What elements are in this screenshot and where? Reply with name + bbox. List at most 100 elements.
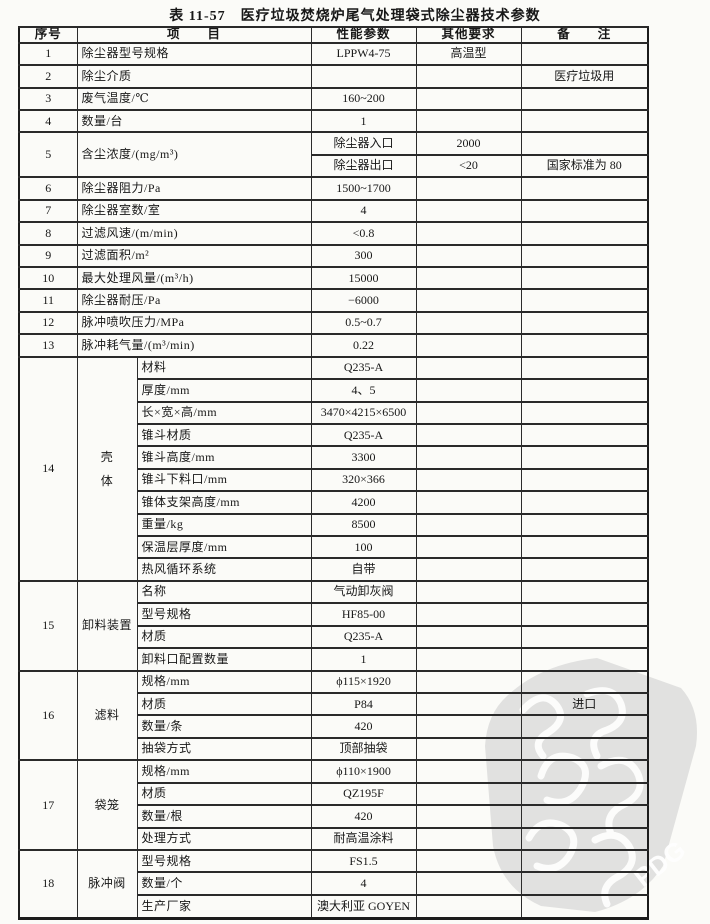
cell-requirement (415, 691, 522, 717)
cell-parameter: 160~200 (310, 86, 417, 112)
cell-note (520, 624, 649, 650)
cell-note (520, 512, 649, 538)
cell-parameter: Q235-A (310, 422, 417, 448)
cell-item: 含尘浓度/(mg/m³) (76, 131, 312, 179)
cell-note (520, 176, 649, 201)
cell-requirement (415, 221, 522, 246)
cell-note (520, 804, 649, 829)
cell-parameter: 自带 (310, 557, 417, 582)
table-row: 18 脉冲阀 型号规格 FS1.5 (18, 848, 649, 920)
cell-group: 滤料 (76, 669, 138, 762)
table-row: 17 袋笼 规格/mm ϕ110×1900 (18, 759, 649, 851)
cell-parameter: 除尘器入口 (310, 131, 417, 156)
cell-subitem: 数量/条 (136, 714, 312, 739)
cell-requirement (415, 422, 522, 448)
table-row: 数量/个 4 (19, 871, 649, 896)
cell-requirement (415, 848, 522, 874)
cell-serial: 4 (18, 108, 78, 134)
cell-parameter: 4200 (310, 490, 417, 515)
cell-requirement (415, 759, 522, 784)
cell-note (520, 86, 649, 112)
cell-note (520, 198, 649, 224)
cell-subitem: 规格/mm (136, 759, 312, 784)
cell-parameter: −6000 (310, 288, 417, 313)
table-row: 锥体支架高度/mm 4200 (19, 490, 649, 515)
table-row: 10 最大处理风量/(m³/h) 15000 (18, 265, 649, 291)
table-row: 13 脉冲耗气量/(m³/min) 0.22 (18, 333, 649, 358)
cell-parameter: P84 (310, 691, 417, 717)
cell-parameter: 8500 (310, 512, 417, 538)
table-row: 2 除尘介质 医疗垃圾用 (18, 64, 649, 89)
cell-serial: 5 (18, 131, 78, 179)
cell-note (520, 848, 649, 874)
cell-item: 废气温度/℃ (76, 86, 312, 112)
cell-requirement (415, 781, 522, 807)
cell-note (520, 602, 649, 627)
table-row: 6 除尘器阻力/Pa 1500~1700 (18, 176, 649, 201)
cell-requirement: 2000 (415, 131, 522, 156)
cell-parameter: 15000 (310, 265, 417, 291)
cell-note (520, 736, 649, 762)
col-header-note: 备 注 (520, 26, 649, 44)
cell-parameter: ϕ110×1900 (310, 759, 417, 784)
cell-parameter: 4 (310, 198, 417, 224)
cell-requirement (415, 243, 522, 268)
cell-serial: 6 (18, 176, 78, 201)
cell-parameter: 顶部抽袋 (310, 736, 417, 762)
cell-serial: 15 (18, 579, 78, 672)
cell-note (520, 243, 649, 268)
cell-requirement (415, 557, 522, 582)
cell-note (520, 131, 649, 156)
table-row: 除尘器出口 <20 国家标准为 80 (19, 153, 649, 179)
cell-requirement (415, 669, 522, 695)
cell-note (520, 647, 649, 672)
cell-note (520, 557, 649, 582)
cell-requirement (415, 535, 522, 560)
cell-note (520, 400, 649, 425)
cell-item: 脉冲喷吹压力/MPa (76, 310, 312, 336)
cell-subitem: 保温层厚度/mm (136, 535, 312, 560)
table-row: 14 壳体 材料 Q235-A (18, 355, 649, 582)
table-row: 1 除尘器型号规格 LPPW4-75 高温型 (18, 41, 649, 67)
cell-subitem: 材质 (136, 624, 312, 650)
cell-parameter: ϕ115×1920 (310, 669, 417, 695)
table-row: 数量/条 420 (19, 714, 649, 739)
table-row: 抽袋方式 顶部抽袋 (19, 736, 649, 762)
table-row: 长×宽×高/mm 3470×4215×6500 (19, 400, 649, 425)
cell-serial: 12 (18, 310, 78, 336)
cell-subitem: 厚度/mm (136, 378, 312, 403)
cell-serial: 3 (18, 86, 78, 112)
cell-requirement (415, 355, 522, 381)
cell-requirement (415, 871, 522, 896)
cell-subitem: 名称 (136, 579, 312, 605)
cell-subitem: 锥斗材质 (136, 422, 312, 448)
cell-note (520, 490, 649, 515)
cell-note (520, 355, 649, 381)
cell-item: 除尘器阻力/Pa (76, 176, 312, 201)
table-row: 5 含尘浓度/(mg/m³) 除尘器入口 2000 (18, 131, 649, 179)
cell-requirement (415, 310, 522, 336)
cell-parameter: 420 (310, 714, 417, 739)
cell-parameter: 300 (310, 243, 417, 268)
table-row: 锥斗高度/mm 3300 (19, 445, 649, 470)
table-row: 材质 QZ195F (19, 781, 649, 807)
table-row: 8 过滤风速/(m/min) <0.8 (18, 221, 649, 246)
table-row: 7 除尘器室数/室 4 (18, 198, 649, 224)
cell-note (520, 871, 649, 896)
cell-item: 除尘介质 (76, 64, 312, 89)
table-row: 厚度/mm 4、5 (19, 378, 649, 403)
table-row: 保温层厚度/mm 100 (19, 535, 649, 560)
table-row: 重量/kg 8500 (19, 512, 649, 538)
cell-parameter: Q235-A (310, 355, 417, 381)
cell-subitem: 热风循环系统 (136, 557, 312, 582)
cell-note (520, 422, 649, 448)
cell-group: 脉冲阀 (76, 848, 138, 920)
cell-note (520, 265, 649, 291)
cell-parameter: 420 (310, 804, 417, 829)
cell-note (520, 893, 649, 920)
table-row: 数量/根 420 (19, 804, 649, 829)
cell-note (520, 221, 649, 246)
cell-item: 过滤风速/(m/min) (76, 221, 312, 246)
parameters-table: 序号 项 目 性能参数 其他要求 备 注 1 除尘器型号规格 LPPW4-75 … (18, 26, 650, 920)
cell-requirement (415, 288, 522, 313)
